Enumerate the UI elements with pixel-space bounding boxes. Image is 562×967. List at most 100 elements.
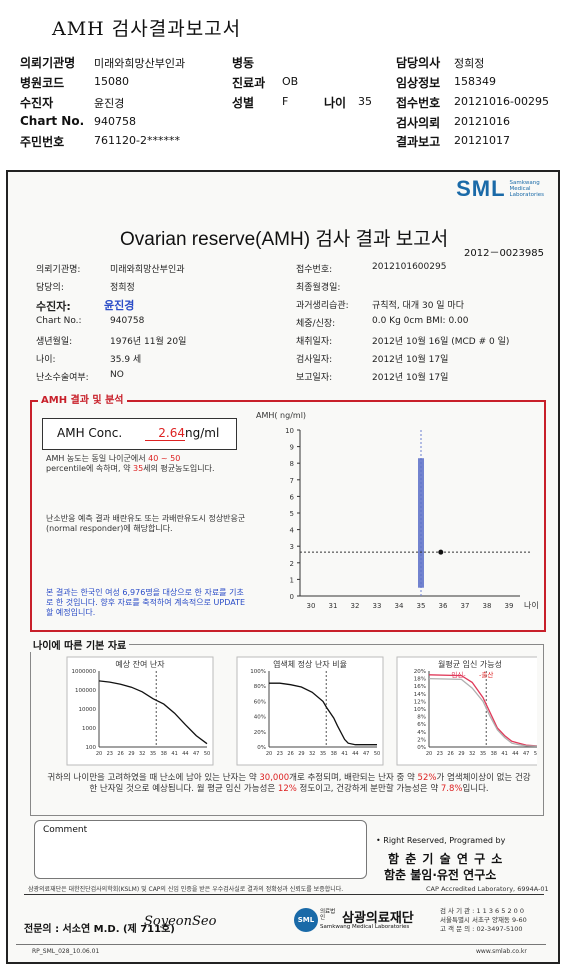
y-tick-label: 20%	[414, 669, 426, 675]
amh-result-box: AMH Conc. 2.64 ng/ml AMH 농도는 동일 나이군에서 40…	[30, 400, 546, 632]
y-tick-label: 1	[290, 576, 294, 584]
y-tick-label: 8%	[417, 715, 426, 721]
foundation-prefix: 의료법인	[320, 909, 336, 921]
data-source-note: 본 결과는 한국인 여성 6,976명을 대상으로 한 자료를 기초로 한 것입…	[46, 588, 246, 617]
y-tick-label: 0%	[257, 745, 266, 751]
bottom-divider	[16, 944, 546, 945]
info-row: 과거생리습관: 규칙적, 대개 30 일 마다	[296, 298, 464, 311]
y-tick-label: 100%	[250, 669, 266, 675]
x-tick-label: 29	[298, 751, 304, 757]
lab-name-2: 함춘 불임·유전 연구소	[384, 868, 497, 882]
patient-header: 의뢰기관명 미래와희망산부인과 병원코드 15080 수진자 윤진경 Chart…	[20, 54, 550, 150]
reference-range-bar	[418, 458, 424, 588]
chart-title: 예상 잔여 난자	[115, 659, 165, 669]
x-tick-label: 41	[501, 751, 507, 757]
x-tick-label: 26	[117, 751, 123, 757]
info-value: 1976년 11월 20일	[110, 337, 187, 347]
x-tick-label: 47	[363, 751, 369, 757]
signature: SoyeonSeo	[144, 914, 217, 929]
y-tick-label: 14%	[414, 692, 426, 698]
info-row: 수진자: 윤진경	[36, 298, 134, 314]
x-tick-label: 36	[439, 602, 448, 610]
series-line	[269, 682, 377, 746]
info-row: 보고일자: 2012년 10월 17일	[296, 370, 448, 383]
y-tick-label: 40%	[254, 715, 266, 721]
info-label: 채취일자:	[296, 337, 333, 347]
x-tick-label: 20	[96, 751, 102, 757]
form-code: RP_SML_028_10.06.01	[32, 948, 100, 955]
foundation-logo-icon: SML	[294, 908, 318, 932]
y-tick-label: 8	[290, 460, 294, 468]
info-label: 접수번호:	[296, 265, 333, 275]
x-tick-label: 38	[161, 751, 167, 757]
info-row: 접수번호: 2012101600295	[296, 262, 446, 275]
info-value: 2012년 10월 17일	[372, 373, 449, 383]
y-tick-label: 12%	[414, 699, 426, 705]
foundation-english: Samkwang Medical Laboratories	[320, 924, 410, 930]
summary-text: 귀하의 나이만을 고려하였을 때 난소에 남아 있는 난자는 약 30,000개…	[47, 773, 531, 794]
info-row: 의뢰기관명: 미래와희망산부인과	[36, 262, 185, 275]
foundation-name: 삼광의료재단	[342, 911, 414, 926]
age-section-label: 나이에 따른 기본 자료	[30, 637, 130, 652]
x-tick-label: 33	[373, 602, 382, 610]
document-number: 2012－0023985	[464, 248, 544, 259]
chart-title: 월평균 임신 가능성	[438, 659, 502, 669]
x-tick-label: 44	[512, 751, 518, 757]
y-tick-label: 2%	[417, 737, 426, 743]
y-tick-label: 10%	[414, 707, 426, 713]
info-label: 담당의:	[36, 283, 64, 293]
info-value: 2012년 10월 16일 (MCD # 0 일)	[372, 337, 510, 347]
y-tick-label: 0	[290, 593, 294, 601]
accession-value: 20121016-00295	[454, 95, 549, 108]
report-title: Ovarian reserve(AMH) 검사 결과 보고서	[120, 229, 449, 250]
cap-text: CAP Accredited Laboratory, 6994A-01	[426, 885, 549, 893]
x-tick-label: 26	[287, 751, 293, 757]
y-tick-label: 4%	[417, 730, 426, 736]
lab-name-1: 함 춘 기 술 연 구 소	[388, 852, 504, 866]
chart-no-value: 940758	[94, 115, 136, 128]
rrn-value: 761120-2******	[94, 134, 180, 147]
x-tick-label: 26	[447, 751, 453, 757]
result-rep-label: 결과보고	[396, 135, 441, 149]
hosp-code-value: 15080	[94, 75, 129, 88]
rrn-label: 주민번호	[20, 135, 65, 149]
legend-item-1: -임신-	[449, 670, 466, 679]
x-tick-label: 41	[341, 751, 347, 757]
x-tick-label: 47	[193, 751, 199, 757]
y-tick-label: 5	[290, 510, 294, 518]
y-tick-label: 1000	[82, 726, 96, 732]
x-tick-label: 38	[491, 751, 497, 757]
x-tick-label: 32	[139, 751, 145, 757]
page-title: AMH 검사결과보고서	[52, 18, 242, 40]
y-tick-label: 4	[290, 527, 295, 535]
chart-title: 염색체 정상 난자 비율	[273, 659, 347, 669]
info-label: 검사일자:	[296, 355, 333, 365]
x-tick-label: 32	[309, 751, 315, 757]
x-tick-label: 35	[150, 751, 156, 757]
x-tick-label: 20	[426, 751, 432, 757]
y-tick-label: 1000000	[72, 669, 97, 675]
x-tick-label: 31	[329, 602, 338, 610]
x-tick-label: 35	[417, 602, 426, 610]
logo-text: SML	[456, 176, 506, 201]
info-value: 2012101600295	[372, 262, 447, 272]
y-tick-label: 6	[290, 493, 295, 501]
org-label: 의뢰기관명	[20, 56, 76, 70]
info-label: 최종월경일:	[296, 283, 341, 293]
x-tick-label: 30	[307, 602, 316, 610]
patient-value: 윤진경	[94, 97, 125, 110]
info-value: 35.9 세	[110, 355, 142, 365]
info-value: NO	[110, 370, 124, 380]
website: www.smlab.co.kr	[476, 948, 527, 955]
x-tick-label: 38	[331, 751, 337, 757]
x-tick-label: 35	[320, 751, 326, 757]
series-line	[428, 674, 537, 747]
y-tick-label: 60%	[254, 699, 266, 705]
rights-text: • Right Reserved, Programed by	[376, 836, 506, 845]
report-sheet: SML Samkwang Medical Laboratories Ovaria…	[6, 170, 560, 964]
y-tick-label: 9	[290, 444, 294, 452]
info-label: Chart No.:	[36, 316, 82, 326]
age-data-box: 예상 잔여 난자 1000000 100000 10000 1000 100 20 23 26 2…	[30, 644, 544, 816]
info-label: 보고일자:	[296, 373, 333, 383]
